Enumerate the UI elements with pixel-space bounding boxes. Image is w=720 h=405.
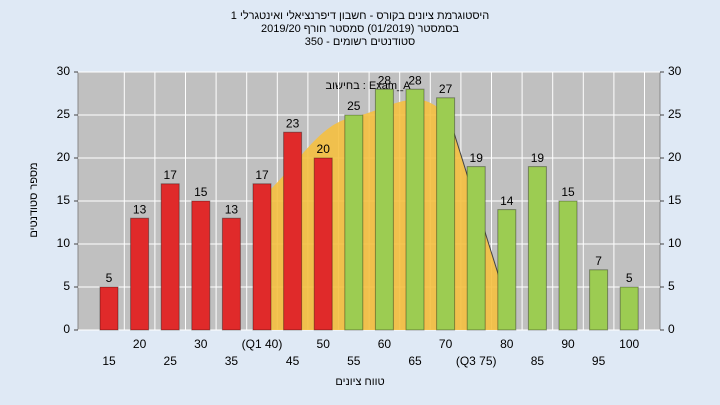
value-label: 19: [531, 151, 545, 165]
chart-subtitle: סטודנטים רשומים - 350: [305, 36, 416, 48]
y-tick-label-right: 15: [668, 193, 682, 207]
value-label: 20: [317, 142, 331, 156]
bar: [558, 200, 578, 331]
x-tick-label: 95: [592, 354, 606, 368]
value-label: 13: [133, 202, 147, 216]
bar: [374, 88, 394, 331]
bar: [252, 183, 272, 331]
x-tick-label: 70: [439, 337, 453, 351]
x-tick-label: 65: [408, 354, 422, 368]
bar: [191, 200, 211, 331]
value-label: 15: [194, 185, 208, 199]
value-label: 5: [626, 271, 633, 285]
value-label: 17: [255, 168, 269, 182]
x-tick-label: 35: [225, 354, 239, 368]
x-tick-label: 55: [347, 354, 361, 368]
x-tick-label: 45: [286, 354, 300, 368]
bar: [589, 269, 609, 331]
bar: [405, 88, 425, 331]
bar: [619, 286, 639, 331]
y-tick-label-right: 30: [668, 64, 682, 78]
x-tick-label: 90: [561, 337, 575, 351]
value-label: 13: [225, 202, 239, 216]
x-axis-label: טווח ציונים: [335, 376, 384, 388]
chart-subtitle: בסמסטר (01/2019) סמסטר חורף 2019/20: [261, 23, 459, 35]
y-tick-label: 25: [57, 107, 71, 121]
y-tick-label: 20: [57, 150, 71, 164]
y-tick-label-right: 10: [668, 236, 682, 250]
y-tick-label-right: 0: [668, 322, 675, 336]
x-tick-label: (Q1 40): [242, 337, 283, 351]
y-tick-label: 15: [57, 193, 71, 207]
x-tick-label: 15: [102, 354, 116, 368]
bar: [160, 183, 180, 331]
x-tick-label: 60: [378, 337, 392, 351]
annotation: בחישוב : Exam_A: [326, 80, 412, 92]
y-tick-label-right: 5: [668, 279, 675, 293]
value-label: 7: [595, 254, 602, 268]
y-tick-label: 0: [63, 322, 70, 336]
value-label: 28: [408, 73, 422, 87]
bar: [436, 97, 456, 331]
bar: [466, 166, 486, 331]
value-label: 27: [439, 82, 453, 96]
x-tick-label: 25: [164, 354, 178, 368]
y-tick-label-right: 25: [668, 107, 682, 121]
value-label: 5: [106, 271, 113, 285]
x-tick-label: 100: [619, 337, 639, 351]
x-tick-label: 85: [531, 354, 545, 368]
x-tick-label: 20: [133, 337, 147, 351]
value-label: 25: [347, 99, 361, 113]
bar: [130, 217, 150, 331]
value-label: 15: [561, 185, 575, 199]
y-tick-label: 5: [63, 279, 70, 293]
chart-title: היסטוגרמת ציונים בקורס - חשבון דיפרנציאל…: [231, 9, 489, 22]
x-tick-label: 30: [194, 337, 208, 351]
value-label: 19: [470, 151, 484, 165]
y-tick-label: 10: [57, 236, 71, 250]
bar: [313, 157, 333, 331]
bar: [344, 114, 364, 331]
y-tick-label: 30: [57, 64, 71, 78]
bar: [497, 209, 517, 331]
x-tick-label: 80: [500, 337, 514, 351]
bar: [283, 131, 303, 331]
y-tick-label-right: 20: [668, 150, 682, 164]
value-label: 14: [500, 194, 514, 208]
value-label: 28: [378, 73, 392, 87]
x-tick-label: 50: [317, 337, 331, 351]
x-tick-label: (Q3 75): [456, 354, 497, 368]
bar: [99, 286, 119, 331]
y-axis-label: מספר סטודנטים: [28, 162, 40, 237]
value-label: 23: [286, 116, 300, 130]
bar: [221, 217, 241, 331]
bar: [527, 166, 547, 331]
value-label: 17: [164, 168, 178, 182]
